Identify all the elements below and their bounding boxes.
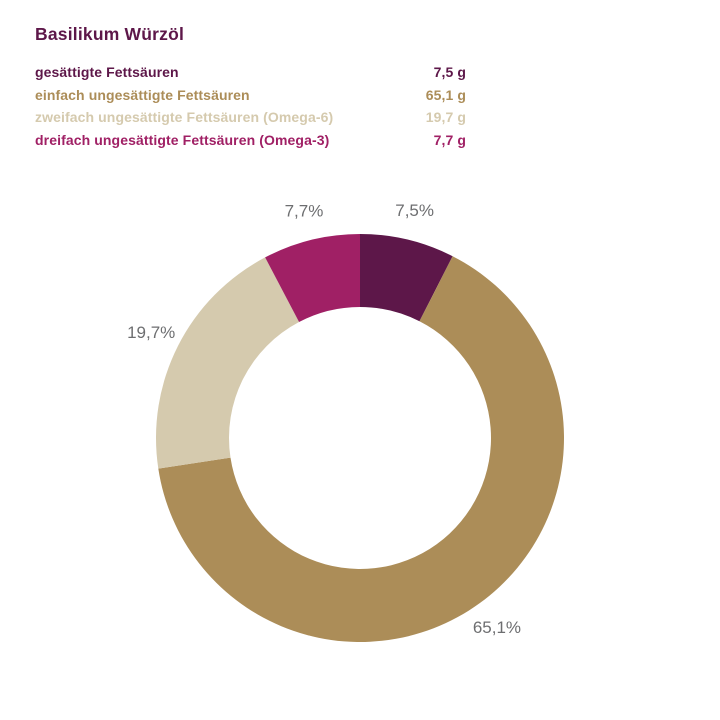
table-row: gesättigte Fettsäuren 7,5 g [35,61,466,84]
page-title: Basilikum Würzöl [35,24,185,44]
nutrient-label: einfach ungesättigte Fettsäuren [35,86,250,103]
nutrient-value: 19,7 g [425,109,466,125]
nutrient-label: zweifach ungesättigte Fettsäuren (Omega-… [35,109,334,125]
slice-label-2: 19,7% [127,323,175,342]
donut-segment-2 [156,257,300,469]
nutrient-label: dreifach ungesättigte Fettsäuren (Omega-… [35,131,330,148]
donut-segment-3 [265,234,360,323]
donut-segment-1 [158,256,564,642]
table-row: zweifach ungesättigte Fettsäuren (Omega-… [35,106,466,129]
nutrient-value: 65,1 g [425,86,466,103]
nutrient-label: gesättigte Fettsäuren [35,64,179,80]
nutrient-value: 7,7 g [433,131,466,148]
slice-label-1: 65,1% [473,618,521,637]
table-row: einfach ungesättigte Fettsäuren 65,1 g [35,84,466,107]
table-row: dreifach ungesättigte Fettsäuren (Omega-… [35,129,466,152]
slice-label-0: 7,5% [395,201,434,220]
header: Basilikum Würzöl gesättigte Fettsäuren 7… [35,24,466,151]
nutrient-value: 7,5 g [433,64,466,80]
nutrition-table: gesättigte Fettsäuren 7,5 g einfach unge… [35,61,466,151]
donut-segment-0 [360,234,453,322]
slice-label-3: 7,7% [285,201,324,220]
